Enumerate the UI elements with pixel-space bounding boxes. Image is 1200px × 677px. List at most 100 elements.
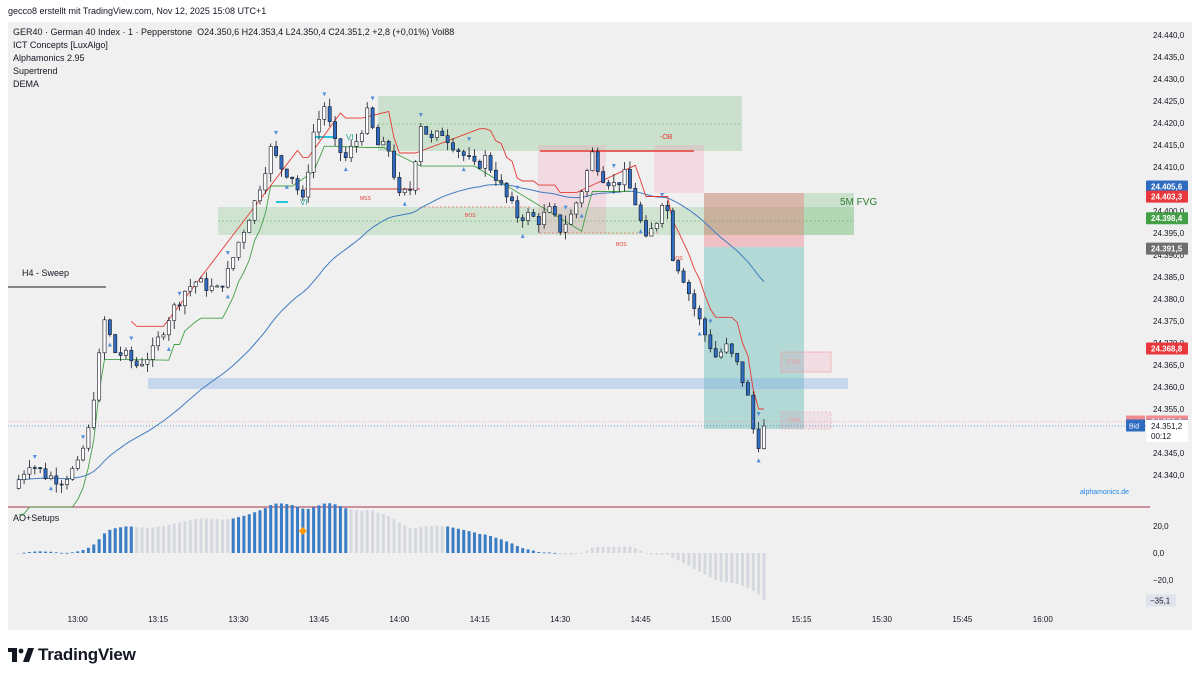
- short-position-risk: [704, 193, 804, 247]
- ao-bar: [103, 533, 107, 553]
- candle-body: [697, 308, 702, 320]
- candle-body: [59, 483, 64, 486]
- y-tick-label: 24.345,0: [1153, 449, 1185, 458]
- candle-body: [590, 151, 595, 171]
- ao-bar: [156, 526, 160, 553]
- x-tick-label: 15:15: [791, 615, 812, 624]
- setup-signal-marker: [298, 527, 307, 535]
- attribution-text: gecco8 erstellt mit TradingView.com, Nov…: [8, 6, 267, 16]
- ao-bar: [17, 553, 21, 554]
- candle-body: [322, 106, 327, 120]
- tradingview-logo-icon: [8, 648, 34, 662]
- ao-bar: [81, 549, 85, 553]
- candle-body: [338, 138, 343, 153]
- ao-bar: [730, 553, 734, 584]
- candle-body: [467, 155, 471, 157]
- badge-24403-3-bg: [1146, 190, 1188, 203]
- candle-body: [687, 282, 691, 295]
- ao-bar: [585, 550, 589, 553]
- ao-bar: [676, 553, 680, 561]
- ao-bar: [38, 551, 42, 553]
- ao-bar: [623, 546, 627, 553]
- candle-body: [708, 334, 713, 349]
- ao-bar: [178, 522, 182, 553]
- x-tick-label: 13:15: [148, 615, 169, 624]
- candle-body: [236, 241, 241, 258]
- ao-bar: [151, 527, 155, 553]
- candle-body: [536, 216, 541, 226]
- x-tick-label: 16:00: [1033, 615, 1054, 624]
- badge-24368-8: 24.368,8: [1151, 344, 1183, 353]
- candle-body: [91, 399, 96, 428]
- candle-body: [279, 155, 284, 170]
- ao-bar: [456, 528, 460, 553]
- y-tick-label: 24.340,0: [1153, 471, 1185, 480]
- candle-body: [729, 343, 734, 354]
- symbol-legend[interactable]: GER40 · German 40 Index · 1 · Pepperston…: [13, 27, 454, 37]
- zone-layer: [8, 96, 1150, 508]
- candle-body: [569, 213, 573, 225]
- ao-bar: [172, 523, 176, 553]
- badge-24403-3: 24.403,3: [1151, 193, 1183, 202]
- candle-body: [606, 182, 611, 187]
- fvg-small-box-2: [780, 411, 832, 430]
- swing-low-marker: [638, 229, 643, 234]
- ao-bar: [242, 515, 246, 553]
- indicator-legend-ict[interactable]: ICT Concepts [LuxAlgo]: [13, 40, 108, 50]
- y-tick-label: 24.375,0: [1153, 317, 1185, 326]
- ao-bar: [510, 543, 514, 553]
- y-tick-label: 24.440,0: [1153, 31, 1185, 40]
- ao-bar: [231, 518, 235, 553]
- ao-bar: [569, 553, 573, 555]
- ao-bar: [531, 550, 535, 553]
- candle-body: [225, 268, 230, 288]
- x-tick-label: 14:00: [389, 615, 410, 624]
- ao-bar: [558, 553, 562, 555]
- supertrend-up-line: [18, 145, 630, 516]
- indicator-legend-dema[interactable]: DEMA: [13, 79, 40, 89]
- ao-bar: [574, 553, 578, 554]
- ao-bar: [387, 516, 391, 553]
- swing-low-marker: [756, 458, 761, 463]
- oscillator-title: AO+Setups: [13, 513, 60, 523]
- swing-high-marker: [322, 92, 327, 97]
- candle-body: [118, 352, 123, 356]
- fvg-small-label-2: FVG: [788, 418, 801, 424]
- badge-24405-6: 24.405,6: [1151, 183, 1183, 192]
- ao-bar: [757, 553, 761, 595]
- candle-body: [574, 202, 579, 215]
- indicator-legend-supertrend[interactable]: Supertrend: [13, 66, 58, 76]
- x-tick-label: 14:30: [550, 615, 571, 624]
- last-price-label: 24.351,2: [1151, 422, 1183, 431]
- swing-high-marker: [129, 336, 134, 341]
- symbol-title[interactable]: GER40 · German 40 Index · 1 · Pepperston…: [13, 27, 193, 37]
- candle-body: [242, 232, 246, 243]
- ao-bar: [537, 552, 541, 553]
- indicator-legend-alphamonics[interactable]: Alphamonics 2.95: [13, 53, 85, 63]
- candle-body: [370, 107, 375, 128]
- ao-bar: [183, 521, 187, 553]
- candle-body: [252, 200, 257, 221]
- candle-body: [129, 350, 134, 362]
- y-tick-label: 24.355,0: [1153, 405, 1185, 414]
- ohlc-values: O24.350,6 H24.353,4 L24.350,4 C24.351,2 …: [197, 27, 455, 37]
- candle-body: [676, 260, 681, 272]
- x-tick-label: 13:30: [229, 615, 250, 624]
- swing-low-marker: [461, 167, 466, 172]
- ao-bar: [483, 534, 487, 553]
- ao-bar: [167, 525, 171, 553]
- candle-body: [365, 107, 370, 134]
- candle-body: [477, 161, 482, 169]
- ao-bar: [220, 519, 224, 553]
- candle-body: [703, 318, 707, 336]
- candle-body: [263, 173, 268, 191]
- candle-body: [27, 467, 32, 475]
- swing-high-marker: [177, 291, 182, 296]
- badge-24351-3-tag: Bid: [1129, 423, 1139, 430]
- candle-body: [22, 473, 26, 481]
- candle-body: [622, 169, 627, 186]
- candle-body: [735, 353, 740, 363]
- swing-high-marker: [660, 193, 665, 198]
- candle-body: [381, 141, 386, 146]
